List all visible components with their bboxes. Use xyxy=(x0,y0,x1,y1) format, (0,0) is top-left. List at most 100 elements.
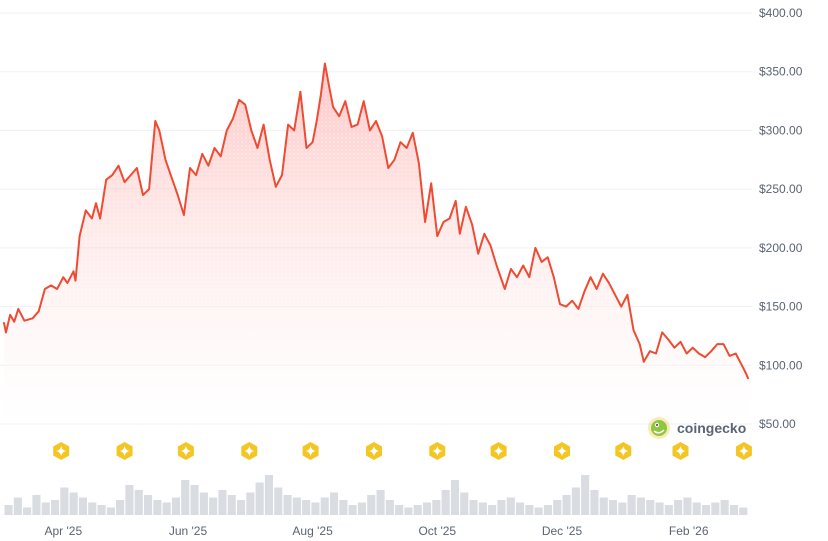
price-area-texture xyxy=(4,63,748,424)
volume-bar xyxy=(97,505,106,515)
volume-bar xyxy=(246,492,255,515)
x-tick-label: Aug '25 xyxy=(292,524,333,538)
volume-bar xyxy=(51,500,60,515)
y-tick-label: $100.00 xyxy=(759,358,803,372)
gecko-logo-icon xyxy=(648,417,670,439)
volume-bar xyxy=(60,487,69,515)
price-line-layer xyxy=(3,62,749,380)
price-line xyxy=(3,62,749,380)
star-diamond-icon[interactable] xyxy=(490,442,507,460)
price-area xyxy=(4,63,748,424)
volume-bar xyxy=(739,507,748,515)
volume-bar xyxy=(404,507,413,515)
volume-bar xyxy=(144,495,153,515)
volume-bar xyxy=(627,495,636,515)
event-marker-star xyxy=(618,446,629,456)
volume-bar xyxy=(106,507,115,515)
volume-bar xyxy=(320,497,329,515)
event-marker-star xyxy=(738,446,749,456)
event-marker-star xyxy=(244,446,255,456)
volume-bar xyxy=(729,505,738,515)
volume-bar xyxy=(432,500,441,515)
volume-bar xyxy=(330,492,339,515)
volume-bar xyxy=(125,485,134,515)
volume-bar xyxy=(274,487,283,515)
star-diamond-icon[interactable] xyxy=(241,442,258,460)
volume-bars xyxy=(4,475,748,515)
volume-bar xyxy=(571,487,580,515)
volume-bar xyxy=(450,480,459,515)
event-marker-star xyxy=(56,446,67,456)
volume-bar xyxy=(599,497,608,515)
volume-bar xyxy=(376,490,385,515)
volume-bar xyxy=(674,500,683,515)
volume-bar xyxy=(543,505,552,515)
event-marker-star xyxy=(305,446,316,456)
y-tick-label: $50.00 xyxy=(759,417,796,431)
star-diamond-icon[interactable] xyxy=(366,442,382,460)
volume-bar xyxy=(357,502,366,515)
volume-bar xyxy=(385,500,394,515)
volume-bar xyxy=(590,490,599,515)
volume-bar xyxy=(581,475,590,515)
y-tick-label: $400.00 xyxy=(759,6,803,20)
y-tick-label: $300.00 xyxy=(759,123,803,137)
volume-bar xyxy=(190,485,199,515)
volume-bar xyxy=(618,502,627,515)
volume-bar xyxy=(655,502,664,515)
volume-bar xyxy=(78,497,87,515)
star-diamond-icon[interactable] xyxy=(672,442,689,460)
y-tick-label: $350.00 xyxy=(759,65,803,79)
star-diamond-icon[interactable] xyxy=(302,442,319,460)
star-diamond-icon[interactable] xyxy=(615,442,632,460)
volume-bar xyxy=(227,495,236,515)
star-diamond-icon[interactable] xyxy=(177,442,194,460)
y-tick-label: $150.00 xyxy=(759,300,803,314)
volume-bar xyxy=(283,495,292,515)
x-axis: Apr '25 Jun '25 Aug '25 Oct '25 Dec '25 Feb '… xyxy=(44,524,708,538)
star-diamond-icon[interactable] xyxy=(429,442,446,460)
y-tick-label: $250.00 xyxy=(759,182,803,196)
volume-bar xyxy=(702,505,711,515)
volume-bar xyxy=(339,500,348,515)
volume-bar xyxy=(423,502,432,515)
volume-bar xyxy=(534,507,543,515)
volume-bar xyxy=(13,497,22,515)
volume-bar xyxy=(413,505,422,515)
x-tick-label: Apr '25 xyxy=(44,524,82,538)
volume-bar xyxy=(395,505,404,515)
volume-bar xyxy=(181,480,190,515)
volume-bar xyxy=(441,490,450,515)
volume-bar xyxy=(478,502,487,515)
y-tick-label: $200.00 xyxy=(759,241,803,255)
event-marker-star xyxy=(369,446,379,456)
volume-bar xyxy=(636,497,645,515)
brand-name: coingecko xyxy=(677,420,746,436)
volume-bar xyxy=(311,502,320,515)
star-diamond-icon[interactable] xyxy=(116,442,133,460)
event-marker-star xyxy=(557,446,567,456)
event-markers xyxy=(53,442,752,460)
event-marker-star xyxy=(432,446,443,456)
volume-bar xyxy=(255,482,264,515)
star-diamond-icon[interactable] xyxy=(554,442,570,460)
volume-bar xyxy=(23,507,32,515)
volume-bar xyxy=(525,505,534,515)
volume-bar xyxy=(664,505,673,515)
event-marker-star xyxy=(119,446,130,456)
volume-bar xyxy=(553,500,562,515)
x-tick-label: Dec '25 xyxy=(542,524,583,538)
volume-bar xyxy=(562,495,571,515)
volume-bar xyxy=(153,500,162,515)
volume-bar xyxy=(292,497,301,515)
event-marker-star xyxy=(493,446,504,456)
volume-bar xyxy=(460,492,469,515)
y-axis: $50.00 $100.00 $150.00 $200.00 $250.00 $300.0… xyxy=(759,6,803,431)
star-diamond-icon[interactable] xyxy=(53,442,70,460)
volume-bar xyxy=(4,505,13,515)
volume-bar xyxy=(88,502,97,515)
star-diamond-icon[interactable] xyxy=(735,442,752,460)
event-marker-star xyxy=(675,446,686,456)
x-tick-label: Oct '25 xyxy=(418,524,456,538)
